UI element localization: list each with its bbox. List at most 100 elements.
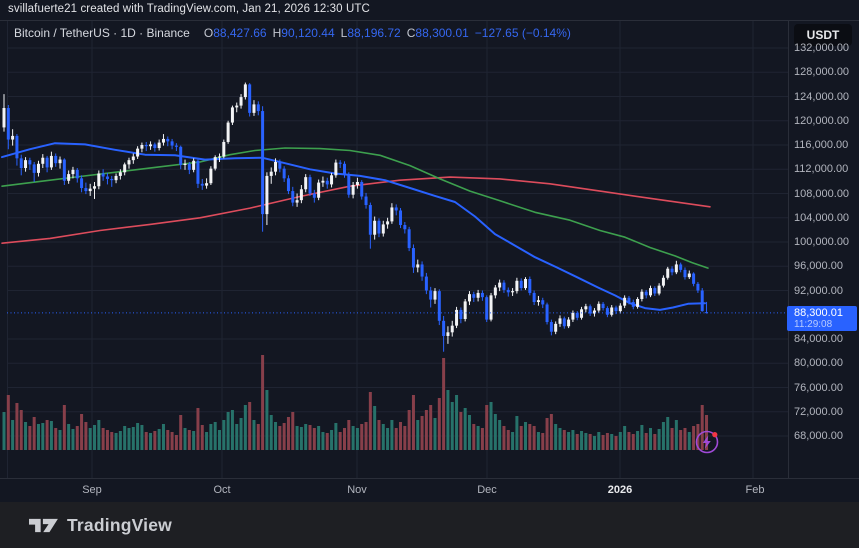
- candle-body: [342, 163, 346, 175]
- tradingview-logo[interactable]: TradingView: [29, 515, 172, 536]
- volume-bar: [45, 420, 49, 450]
- candle-body: [580, 309, 584, 318]
- volume-bar: [347, 420, 351, 450]
- volume-bar: [41, 423, 45, 450]
- candle-body: [347, 174, 351, 195]
- currency-badge-usdt[interactable]: USDT: [794, 24, 852, 46]
- volume-bar: [265, 390, 269, 450]
- volume-bar: [325, 433, 329, 450]
- candle-body: [183, 163, 187, 166]
- price-axis-label: 96,000.00: [794, 260, 843, 273]
- candle-body: [93, 186, 97, 189]
- volume-bar: [28, 426, 32, 450]
- alert-circle: [695, 430, 719, 454]
- volume-bar: [506, 430, 510, 450]
- candle-body: [62, 159, 66, 181]
- candle-body: [58, 159, 62, 164]
- candle-body: [601, 303, 605, 309]
- candle-body: [140, 145, 144, 149]
- candle-body: [420, 264, 424, 277]
- volume-bar: [200, 425, 204, 450]
- volume-bar: [636, 431, 640, 450]
- time-axis[interactable]: Sep Oct Nov Dec 2026 Feb: [0, 478, 859, 502]
- candle-body: [377, 220, 381, 234]
- candle-body: [588, 306, 592, 314]
- volume-bar: [536, 432, 540, 450]
- volume-bar: [674, 420, 678, 450]
- candle-body: [459, 309, 463, 319]
- candle-body: [472, 294, 476, 298]
- volume-bar: [166, 430, 170, 450]
- candle-body: [416, 264, 420, 268]
- open-value: 88,427.66: [213, 26, 267, 40]
- ma-blue-short: [1, 142, 706, 311]
- volume-bar: [144, 432, 148, 450]
- volume-bar: [519, 426, 523, 450]
- volume-bar: [661, 422, 665, 450]
- candle-body: [222, 141, 226, 157]
- volume-bar: [493, 414, 497, 450]
- volume-bar: [394, 428, 398, 450]
- last-price-label: 88,300.01 11:29:08: [787, 306, 857, 331]
- candle-body: [679, 264, 683, 270]
- volume-bar: [161, 424, 165, 450]
- candle-body: [2, 108, 6, 128]
- candle-body: [330, 175, 334, 185]
- volume-bar: [149, 433, 153, 450]
- ma-green-medium: [1, 147, 709, 269]
- candle-body: [446, 332, 450, 336]
- volume-bar: [351, 426, 355, 450]
- candle-body: [584, 306, 588, 310]
- volume-bar: [209, 424, 213, 450]
- price-axis-label: 120,000.00: [794, 114, 850, 127]
- candle-body: [19, 158, 23, 169]
- volume-bar: [489, 402, 493, 450]
- volume-bar: [588, 434, 592, 450]
- volume-bar: [235, 424, 239, 450]
- candle-body: [265, 175, 269, 215]
- volume-bar: [317, 426, 321, 450]
- volume-bar: [381, 424, 385, 450]
- candle-body: [463, 301, 467, 319]
- price-axis-label: 128,000.00: [794, 66, 850, 79]
- candle-body: [545, 304, 549, 323]
- volume-bar: [218, 430, 221, 450]
- candle-body: [45, 157, 49, 168]
- candle-body: [687, 273, 691, 278]
- candle-body: [278, 161, 282, 169]
- alert-lightning-button[interactable]: [695, 430, 719, 454]
- candle-body: [381, 224, 385, 234]
- volume-bar: [649, 428, 652, 450]
- volume-bar: [467, 415, 471, 450]
- candle-body: [623, 297, 627, 306]
- volume-bar: [567, 432, 571, 450]
- volume-bar: [541, 433, 545, 450]
- volume-bar: [286, 417, 290, 450]
- volume-bar: [2, 412, 6, 450]
- candle-body: [407, 229, 411, 249]
- volume-bar: [213, 422, 217, 450]
- volume-bar: [308, 425, 312, 450]
- volume-bar: [75, 426, 79, 450]
- volume-bar: [330, 430, 334, 450]
- volume-bar: [299, 427, 303, 450]
- volume-bar: [601, 435, 605, 450]
- volume-bar: [610, 434, 614, 450]
- volume-bar: [515, 416, 519, 450]
- volume-bar: [342, 428, 346, 450]
- volume-bar: [437, 398, 441, 450]
- candle-body: [562, 318, 566, 327]
- volume-bar: [127, 428, 131, 450]
- candle-body: [32, 164, 36, 173]
- volume-bar: [368, 392, 372, 450]
- volume-bar: [463, 408, 467, 450]
- candle-body: [308, 177, 312, 194]
- candle-body: [88, 188, 92, 192]
- volume-bar: [62, 405, 66, 450]
- candle-body: [467, 294, 471, 302]
- volume-bar: [24, 422, 28, 450]
- last-price-value: 88,300.01: [794, 307, 843, 319]
- candle-body: [123, 164, 127, 173]
